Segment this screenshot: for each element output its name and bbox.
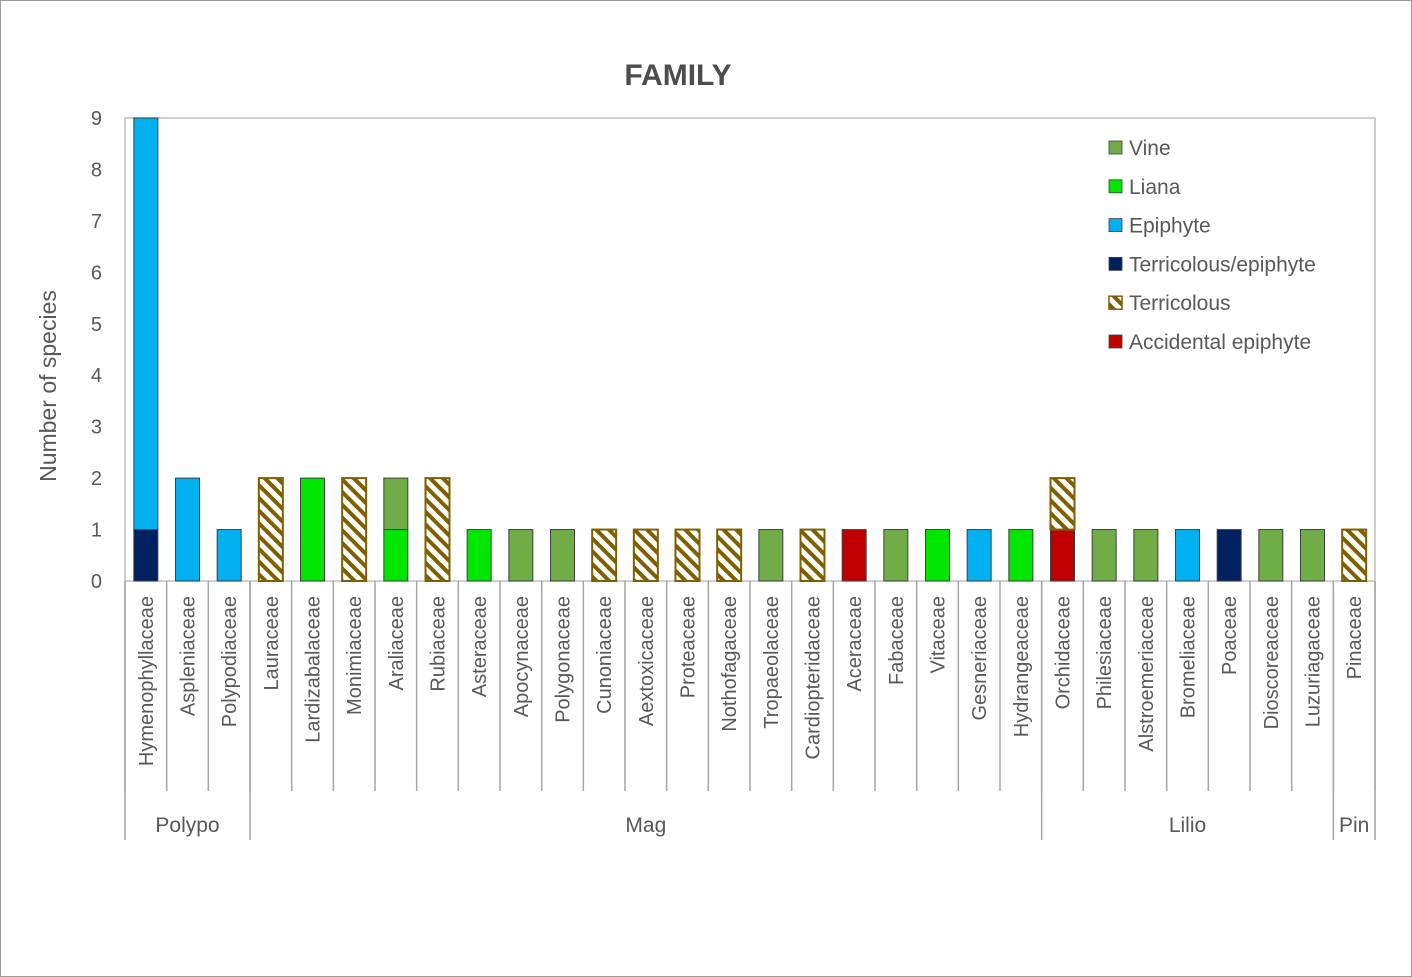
group-label: Lilio <box>1169 814 1206 837</box>
bar-apocynaceae-vine <box>508 529 534 582</box>
legend-label-epiphyte: Epiphyte <box>1129 215 1211 238</box>
bar-hymenophyllaceae-epiphyte <box>133 117 159 531</box>
bar-nothofagaceae-terricolous <box>716 528 743 582</box>
x-tick-label: Hymenophyllaceae <box>136 596 158 766</box>
group-label: Pin <box>1339 814 1369 837</box>
x-tick-label: Monimiaceae <box>344 596 366 715</box>
x-tick-label: Polypodiaceae <box>219 596 241 727</box>
bar-asteraceae-liana <box>466 529 492 582</box>
y-tick-label: 4 <box>91 365 102 387</box>
y-tick-label: 0 <box>91 571 102 593</box>
x-tick-label: Orchidaceae <box>1053 596 1075 709</box>
x-tick-label: Gesneriaceae <box>969 596 991 721</box>
bar-fabaceae-vine <box>883 529 909 582</box>
x-tick-label: Pinaceae <box>1344 596 1366 679</box>
bar-rubiaceae-terricolous <box>424 477 451 582</box>
x-tick-label: Nothofagaceae <box>719 596 741 732</box>
bar-tropaeolaceae-vine <box>758 529 784 582</box>
bar-araliaceae-vine <box>383 477 409 531</box>
x-tick-label: Lauraceae <box>261 596 283 691</box>
x-tick-label: Tropaeolaceae <box>761 596 783 729</box>
y-tick-label: 7 <box>91 211 102 233</box>
bar-poaceae-terricolous-epiphyte <box>1216 529 1242 582</box>
x-tick-label: Cunoniaceae <box>594 596 616 714</box>
legend-label-accidental-epiphyte: Accidental epiphyte <box>1129 331 1311 354</box>
x-tick-label: Apocynaceae <box>511 596 533 717</box>
x-tick-label: Fabaceae <box>886 596 908 685</box>
x-tick-label: Asteraceae <box>469 596 491 697</box>
bar-cardiopteridaceae-terricolous <box>799 528 826 582</box>
bar-bromeliaceae-epiphyte <box>1175 529 1200 582</box>
chart-title: FAMILY <box>624 59 731 92</box>
y-tick-label: 1 <box>91 520 102 542</box>
x-tick-label: Cardiopteridaceae <box>803 596 825 759</box>
bar-hymenophyllaceae-terricolous-epiphyte <box>133 529 159 582</box>
bar-pinaceae-terricolous <box>1341 528 1368 582</box>
bar-aceraceae-accidental-epiphyte <box>841 529 867 582</box>
group-label: Polypo <box>155 814 219 837</box>
bar-orchidaceae-accidental-epiphyte <box>1050 529 1075 582</box>
bars <box>133 117 1368 582</box>
x-tick-label: Poaceae <box>1219 596 1241 675</box>
legend-label-liana: Liana <box>1129 176 1181 199</box>
x-tick-label: Polygonaceae <box>553 596 575 723</box>
x-tick-label: Aceraceae <box>844 596 866 692</box>
x-tick-label: Dioscoreaceae <box>1261 596 1283 729</box>
x-tick-label: Proteaceae <box>678 596 700 698</box>
legend-swatch-terricolous-epiphyte <box>1108 256 1123 271</box>
x-tick-label: Alstroemeriaceae <box>1136 596 1158 752</box>
legend-swatch-epiphyte <box>1108 218 1123 233</box>
legend: Vine Liana Epiphyte Terricolous/epiphyte Ter… <box>1108 137 1316 354</box>
bar-monimiaceae-terricolous <box>341 477 368 582</box>
bar-aspleniaceae-epiphyte <box>175 477 200 582</box>
x-tick-label: Vitaceae <box>928 596 950 673</box>
bar-orchidaceae-terricolous <box>1049 477 1076 531</box>
bar-dioscoreaceae-vine <box>1258 529 1284 582</box>
y-tick-label: 2 <box>91 468 102 490</box>
bar-philesiaceae-vine <box>1091 529 1117 582</box>
bar-proteaceae-terricolous <box>674 528 701 582</box>
x-tick-label: Bromeliaceae <box>1178 596 1200 718</box>
bar-vitaceae-liana <box>925 529 950 582</box>
y-tick-label: 3 <box>91 417 102 439</box>
legend-swatch-vine <box>1108 140 1123 155</box>
bar-polygonaceae-vine <box>550 529 575 582</box>
y-axis-label: Number of species <box>35 290 61 482</box>
x-tick-label: Aspleniaceae <box>178 596 200 716</box>
bar-cunoniaceae-terricolous <box>591 528 618 582</box>
bar-gesneriaceae-epiphyte <box>966 529 992 582</box>
legend-label-terricolous-epiphyte: Terricolous/epiphyte <box>1129 253 1316 276</box>
bar-alstroemeriaceae-vine <box>1133 529 1159 582</box>
y-tick-label: 5 <box>91 314 102 336</box>
category-axis: Hymenophyllaceae Aspleniaceae Polypodiacea… <box>124 581 1376 840</box>
group-label: Mag <box>625 814 666 837</box>
bar-araliaceae-liana <box>383 529 409 582</box>
x-tick-label: Aextoxicaceae <box>636 596 658 726</box>
bar-hydrangeaceae-liana <box>1008 529 1034 582</box>
x-tick-label: Hydrangeaceae <box>1011 596 1033 737</box>
legend-label-terricolous: Terricolous <box>1129 292 1231 315</box>
bar-lardizabalaceae-liana <box>300 477 325 582</box>
y-tick-label: 6 <box>91 262 102 284</box>
x-tick-label: Rubiaceae <box>428 596 450 692</box>
bar-luzuriagaceae-vine <box>1300 529 1325 582</box>
legend-swatch-accidental-epiphyte <box>1108 334 1123 349</box>
bar-polypodiaceae-epiphyte <box>216 529 242 582</box>
legend-label-vine: Vine <box>1129 137 1171 160</box>
y-tick-label: 8 <box>91 159 102 181</box>
x-tick-label: Lardizabalaceae <box>303 596 325 743</box>
y-tick-label: 9 <box>91 108 102 130</box>
bar-lauraceae-terricolous <box>257 477 284 582</box>
legend-swatch-liana <box>1108 179 1123 194</box>
x-tick-label: Philesiaceae <box>1094 596 1116 709</box>
y-axis: 0 1 2 3 4 5 6 7 8 9 <box>91 108 102 593</box>
legend-swatch-terricolous <box>1108 295 1123 310</box>
bar-aextoxicaceae-terricolous <box>632 528 659 582</box>
x-tick-label: Luzuriagaceae <box>1303 596 1325 727</box>
x-tick-label: Araliaceae <box>386 596 408 691</box>
